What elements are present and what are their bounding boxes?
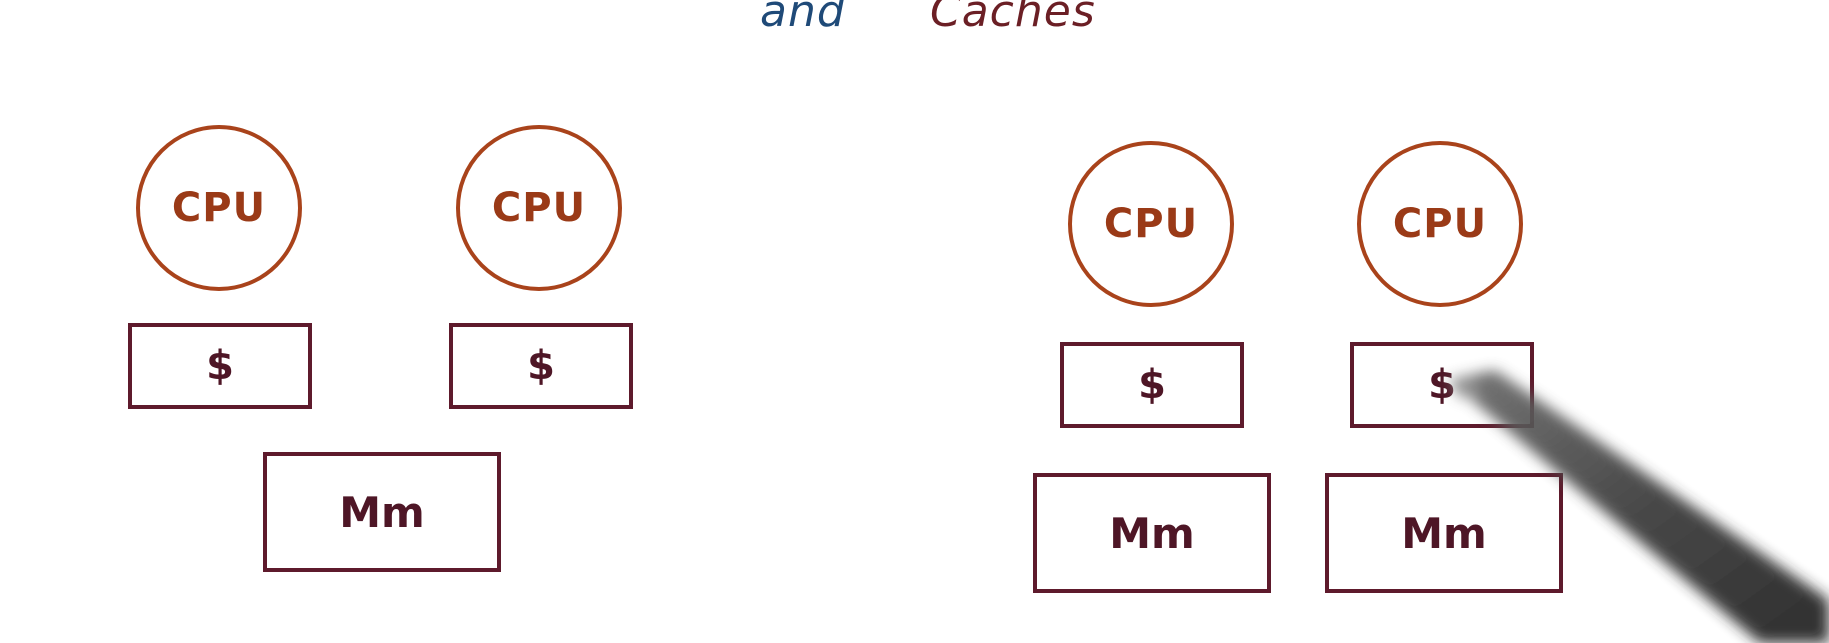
left-cache-1: $	[128, 323, 312, 409]
title-word-and: and	[760, 0, 846, 37]
title: and Caches	[0, 0, 1829, 46]
right-cpu-1: CPU	[1068, 141, 1234, 307]
left-cpu-1: CPU	[136, 125, 302, 291]
left-cache-2: $	[449, 323, 633, 409]
title-word-caches: Caches	[930, 0, 1096, 37]
right-cpu-2: CPU	[1357, 141, 1523, 307]
right-cache-1: $	[1060, 342, 1244, 428]
right-memory-1: Mm	[1033, 473, 1271, 593]
left-shared-memory: Mm	[263, 452, 501, 572]
right-cache-2: $	[1350, 342, 1534, 428]
right-memory-2: Mm	[1325, 473, 1563, 593]
left-cpu-2: CPU	[456, 125, 622, 291]
